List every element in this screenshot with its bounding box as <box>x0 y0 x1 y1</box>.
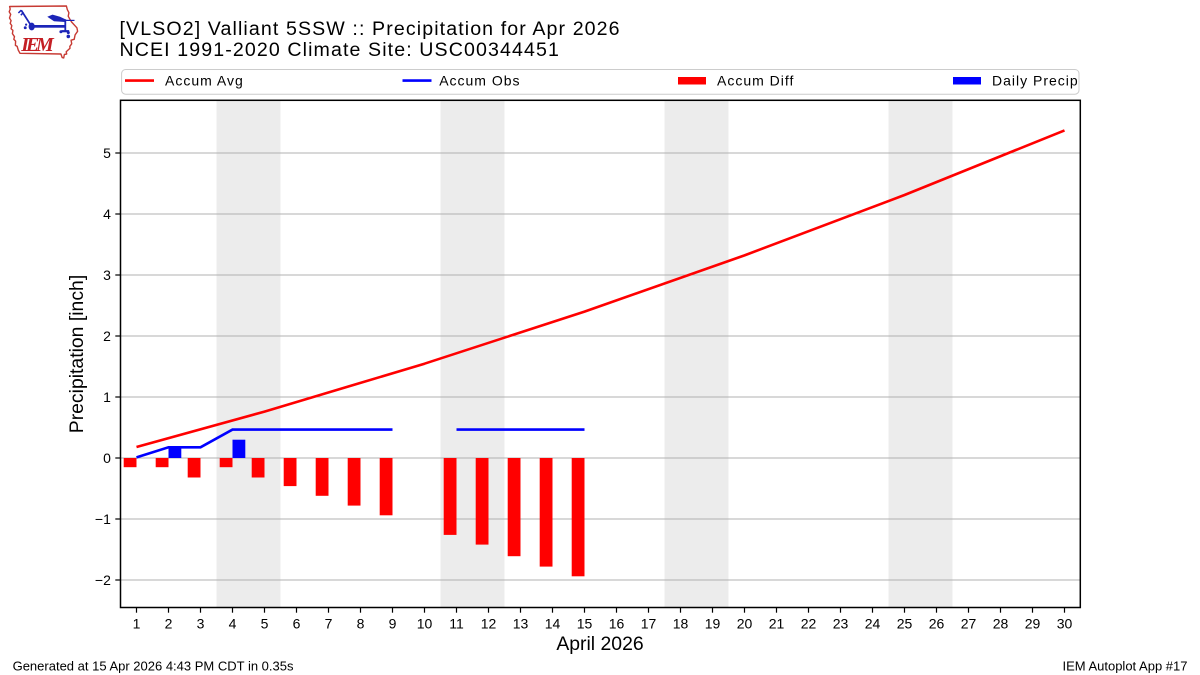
svg-text:2: 2 <box>165 616 173 632</box>
svg-text:19: 19 <box>705 616 721 632</box>
svg-text:17: 17 <box>641 616 657 632</box>
svg-text:9: 9 <box>389 616 397 632</box>
svg-text:Daily Precip: Daily Precip <box>992 72 1079 88</box>
svg-text:27: 27 <box>961 616 977 632</box>
svg-text:30: 30 <box>1057 616 1073 632</box>
svg-text:28: 28 <box>993 616 1009 632</box>
svg-text:NCEI 1991-2020 Climate Site: U: NCEI 1991-2020 Climate Site: USC00344451 <box>120 39 560 61</box>
svg-text:Accum Diff: Accum Diff <box>717 72 794 88</box>
svg-text:2: 2 <box>103 328 111 344</box>
svg-text:25: 25 <box>897 616 913 632</box>
svg-text:3: 3 <box>103 267 111 283</box>
svg-text:21: 21 <box>769 616 785 632</box>
svg-text:11: 11 <box>449 616 464 632</box>
svg-text:−1: −1 <box>95 511 111 527</box>
svg-text:14: 14 <box>545 616 561 632</box>
svg-text:−2: −2 <box>95 572 111 588</box>
svg-text:Accum Obs: Accum Obs <box>439 72 520 88</box>
svg-text:Generated at 15 Apr 2026 4:43: Generated at 15 Apr 2026 4:43 PM CDT in … <box>13 658 294 673</box>
svg-text:4: 4 <box>103 206 111 222</box>
svg-text:1: 1 <box>133 616 141 632</box>
svg-text:IEM: IEM <box>20 34 55 56</box>
svg-text:22: 22 <box>801 616 817 632</box>
svg-text:April 2026: April 2026 <box>556 633 643 655</box>
svg-text:Accum Avg: Accum Avg <box>165 72 244 88</box>
svg-text:[VLSO2] Valliant 5SSW :: Preci: [VLSO2] Valliant 5SSW :: Precipitation f… <box>120 18 621 40</box>
svg-text:8: 8 <box>357 616 365 632</box>
svg-text:IEM Autoplot App #17: IEM Autoplot App #17 <box>1062 658 1187 673</box>
svg-text:20: 20 <box>737 616 753 632</box>
svg-text:15: 15 <box>577 616 593 632</box>
svg-text:10: 10 <box>417 616 433 632</box>
svg-text:1: 1 <box>103 389 111 405</box>
svg-text:7: 7 <box>325 616 333 632</box>
svg-text:5: 5 <box>103 145 111 161</box>
svg-text:13: 13 <box>513 616 529 632</box>
svg-text:3: 3 <box>197 616 205 632</box>
svg-text:6: 6 <box>293 616 301 632</box>
svg-text:18: 18 <box>673 616 689 632</box>
svg-text:24: 24 <box>865 616 881 632</box>
svg-text:26: 26 <box>929 616 945 632</box>
svg-text:4: 4 <box>229 616 237 632</box>
svg-text:5: 5 <box>261 616 269 632</box>
svg-text:23: 23 <box>833 616 849 632</box>
svg-text:16: 16 <box>609 616 625 632</box>
svg-text:12: 12 <box>481 616 497 632</box>
svg-text:Precipitation [inch]: Precipitation [inch] <box>66 275 88 433</box>
svg-text:0: 0 <box>103 450 111 466</box>
svg-text:29: 29 <box>1025 616 1041 632</box>
